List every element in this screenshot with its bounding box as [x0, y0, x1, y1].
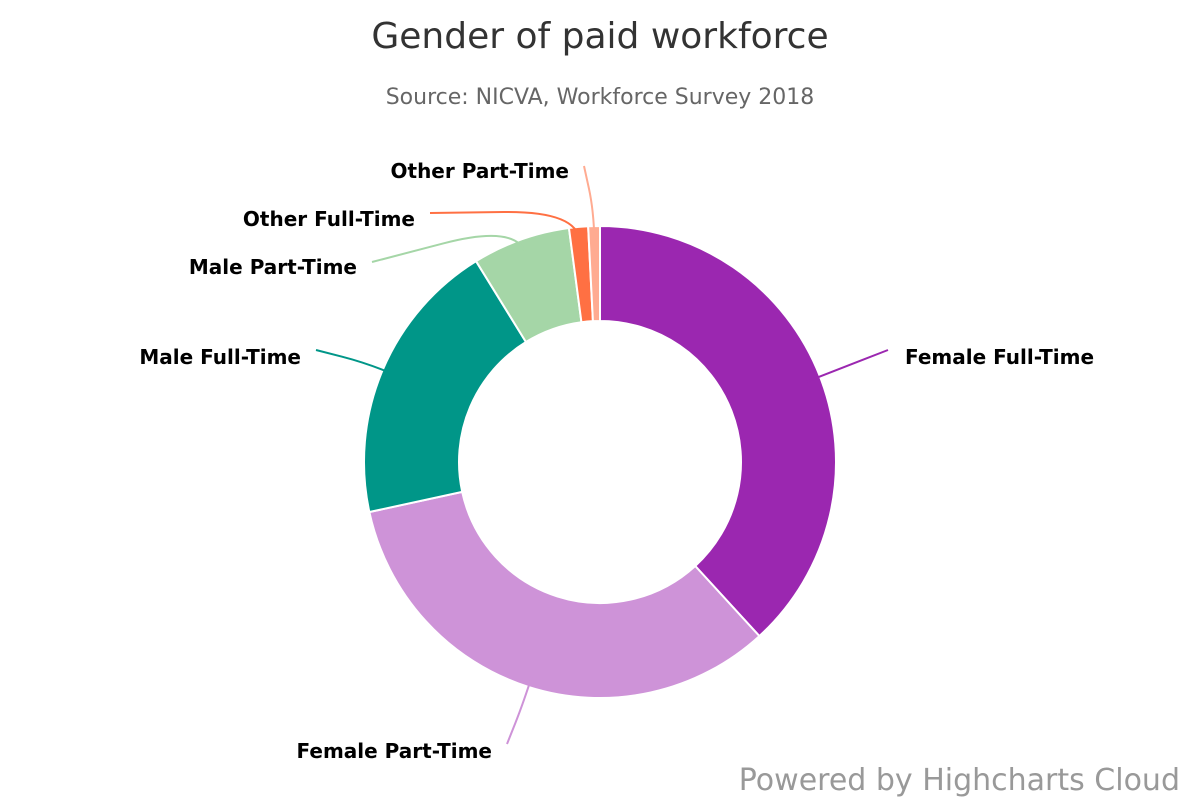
donut-slice-other-part-time[interactable] — [587, 224, 601, 323]
label-connector — [315, 349, 397, 377]
donut-slice-female-part-time[interactable] — [368, 490, 761, 699]
label-connector — [506, 673, 534, 745]
slice-label: Female Part-Time — [297, 739, 492, 763]
slices-layer — [363, 224, 837, 699]
labels-layer: Female Full-Time Female Part-Time Male Ful… — [139, 159, 1094, 763]
slice-label: Other Part-Time — [391, 159, 570, 183]
donut-slice-female-full-time[interactable] — [599, 224, 837, 638]
connectors-layer — [315, 165, 889, 745]
credits-link[interactable]: Powered by Highcharts Cloud — [739, 763, 1180, 798]
chart-title: Gender of paid workforce — [371, 16, 828, 57]
slice-label: Other Full-Time — [243, 207, 415, 231]
chart-subtitle: Source: NICVA, Workforce Survey 2018 — [386, 85, 815, 110]
label-connector — [806, 349, 889, 383]
slice-label: Male Part-Time — [189, 255, 357, 279]
label-connector — [583, 165, 596, 241]
label-connector — [429, 211, 581, 242]
label-connector — [371, 234, 527, 263]
donut-slice-male-full-time[interactable] — [363, 259, 528, 514]
slice-label: Female Full-Time — [905, 345, 1094, 369]
slice-label: Male Full-Time — [139, 345, 301, 369]
